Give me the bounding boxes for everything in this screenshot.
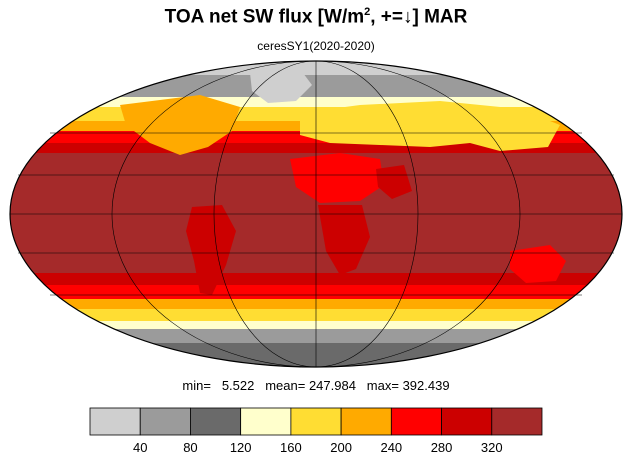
colorbar-tick-label: 200 — [330, 440, 352, 455]
colorbar-cell — [139, 407, 191, 436]
page-title: TOA net SW flux [W/m2, +=↓] MAR — [0, 6, 632, 28]
map-panel — [9, 60, 623, 368]
colorbar-tick-label: 40 — [133, 440, 147, 455]
title-main: TOA net SW flux [W/m — [164, 6, 365, 28]
title-superscript: 2 — [364, 6, 371, 18]
antarctica-land — [150, 349, 480, 367]
stats-max-label: max= — [366, 378, 399, 393]
north-africa-land — [290, 153, 384, 203]
title-tail: , +=↓] MAR — [370, 6, 468, 28]
stats-min-label: min= — [182, 378, 211, 393]
colorbar-cell — [89, 407, 141, 436]
stats-min-value: 5.522 — [221, 378, 255, 393]
colorbar-cell — [441, 407, 493, 436]
colorbar-tick-label: 120 — [230, 440, 252, 455]
map-border — [9, 60, 623, 368]
colorbar-cell — [290, 407, 342, 436]
colorbar-tick-label: 160 — [280, 440, 302, 455]
australia-land — [510, 245, 566, 283]
stats-mean-value: 247.984 — [308, 378, 356, 393]
eurasia-land — [300, 101, 560, 151]
stats-max-value: 392.439 — [402, 378, 450, 393]
colorbar-tick-label: 320 — [481, 440, 503, 455]
colorbar-tick-label: 240 — [380, 440, 402, 455]
greenland-land — [250, 69, 312, 103]
colorbar-tick-label: 280 — [431, 440, 453, 455]
colorbar-cell — [240, 407, 292, 436]
colorbar-tick-label: 80 — [183, 440, 197, 455]
subtitle: ceresSY1(2020-2020) — [257, 39, 375, 53]
south-america-land — [186, 205, 236, 295]
africa-south-land — [318, 205, 370, 275]
colorbar: 40 80 120 160 200 240 280 320 — [89, 407, 543, 455]
stats-line: min= 5.522 mean= 247.984 max= 392.439 — [0, 378, 632, 393]
colorbar-cells — [89, 407, 543, 436]
stats-mean-label: mean= — [265, 378, 306, 393]
north-america-land — [120, 95, 240, 155]
arabia-land — [376, 165, 412, 199]
colorbar-cell — [390, 407, 442, 436]
colorbar-cell — [190, 407, 242, 436]
colorbar-cell — [491, 407, 543, 436]
colorbar-ticks: 40 80 120 160 200 240 280 320 — [133, 440, 503, 455]
colorbar-cell — [340, 407, 392, 436]
